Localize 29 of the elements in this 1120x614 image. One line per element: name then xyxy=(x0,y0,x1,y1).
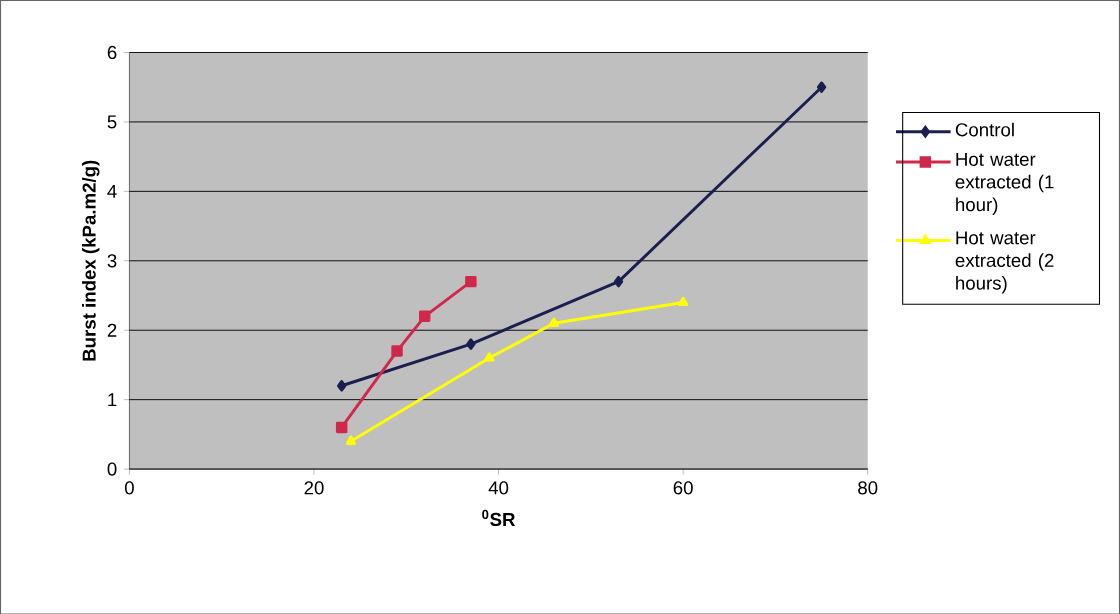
point xyxy=(419,310,431,322)
x-tick-label: 80 xyxy=(858,481,878,495)
y-axis-title: Burst index (kPa.m2/g) xyxy=(82,160,100,361)
y-tick-label: 2 xyxy=(107,323,117,337)
legend-label: Control xyxy=(955,122,1014,137)
x-axis-title: $^{0}$SR xyxy=(482,509,516,526)
x-tick-label: 60 xyxy=(673,481,693,495)
x-tick-label: 40 xyxy=(488,481,509,495)
point xyxy=(677,296,689,306)
point xyxy=(484,352,495,362)
x-tick-label: 20 xyxy=(304,481,324,495)
y-tick-label: 1 xyxy=(108,393,117,406)
y-tick-label: 5 xyxy=(107,115,117,129)
x-tick-label: 0 xyxy=(124,481,134,495)
legend-label: Hot water extracted (2 hours) xyxy=(955,231,1054,294)
point xyxy=(337,379,347,392)
point xyxy=(465,275,477,288)
y-tick-label: 3 xyxy=(107,253,117,268)
legend-label: Hot water extracted (1 hour) xyxy=(955,152,1054,215)
point xyxy=(466,338,476,350)
point xyxy=(816,81,827,93)
point xyxy=(548,317,560,327)
point xyxy=(345,435,357,445)
point xyxy=(391,345,403,357)
point xyxy=(613,275,624,288)
y-tick-label: 0 xyxy=(107,462,117,476)
y-tick-label: 6 xyxy=(107,45,117,59)
y-tick-label: 4 xyxy=(107,184,117,198)
point xyxy=(335,421,348,433)
